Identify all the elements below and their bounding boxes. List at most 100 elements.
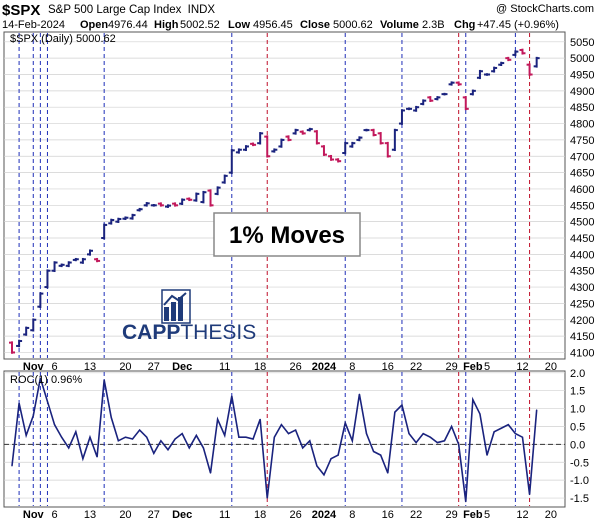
roc-point xyxy=(408,433,410,435)
roc-point xyxy=(493,431,495,433)
ohlc-bar xyxy=(533,56,540,68)
ohlc-bar xyxy=(491,66,498,73)
ohlc-bar xyxy=(342,141,349,155)
roc-x-tick-label: Nov xyxy=(23,509,45,521)
roc-point xyxy=(110,416,112,419)
price-x-tick-label: 27 xyxy=(148,361,160,373)
price-legend-text: $SPX (Daily) 5000.62 xyxy=(10,33,116,45)
roc-tick-label: 2.0 xyxy=(570,368,585,380)
ohlc-bar xyxy=(398,109,405,125)
ohlc-bar xyxy=(214,186,221,196)
roc-point xyxy=(387,472,389,474)
ohlc-bar xyxy=(505,56,512,62)
price-tick-label: 4950 xyxy=(570,70,594,82)
roc-point xyxy=(82,458,84,460)
annotation-box: 1% Moves xyxy=(213,212,361,257)
roc-point xyxy=(500,427,502,429)
capp-thesis-logo: CAPPTHESIS xyxy=(122,289,256,344)
price-legend: $SPX (Daily) 5000.62 xyxy=(10,33,116,45)
roc-x-tick-label: Feb xyxy=(463,509,483,521)
price-x-tick-label: 5 xyxy=(484,361,490,373)
ohlc-bar xyxy=(72,257,79,262)
quote-date: 14-Feb-2024 xyxy=(2,19,65,31)
ohlc-bar xyxy=(65,261,72,268)
move-markers-top xyxy=(18,33,531,358)
roc-point xyxy=(465,501,467,503)
ohlc-bar xyxy=(94,257,101,263)
ohlc-bar xyxy=(264,135,271,158)
roc-point xyxy=(75,431,77,433)
ohlc-bar xyxy=(335,158,342,163)
ohlc-bar xyxy=(271,148,278,153)
watermark: @ StockCharts.com xyxy=(496,3,594,15)
ohlc-bar xyxy=(526,63,533,76)
roc-point xyxy=(330,458,332,460)
roc-point xyxy=(96,456,98,458)
price-x-tick-label: Feb xyxy=(463,361,483,373)
roc-point xyxy=(401,404,403,406)
ohlc-bar xyxy=(462,96,469,111)
roc-x-tick-label: 18 xyxy=(254,509,266,521)
roc-point xyxy=(238,436,240,438)
ohlc-bar xyxy=(476,69,483,80)
ohlc-bar xyxy=(384,141,391,158)
roc-point xyxy=(153,452,155,454)
price-tick-label: 5050 xyxy=(570,37,594,49)
ohlc-bar xyxy=(200,190,207,204)
logo-text-light: THESIS xyxy=(180,321,256,344)
annotation-text: 1% Moves xyxy=(229,222,345,249)
price-tick-label: 4100 xyxy=(570,347,594,359)
exchange-code: INDX xyxy=(188,4,216,16)
ohlc-bar xyxy=(86,249,93,256)
ohlc-series xyxy=(9,48,540,354)
index-full-name: S&P 500 Large Cap Index xyxy=(48,4,182,16)
roc-point xyxy=(146,436,148,438)
price-tick-label: 4900 xyxy=(570,86,594,98)
price-tick-label: 4150 xyxy=(570,331,594,343)
ohlc-bar xyxy=(306,127,313,132)
roc-x-tick-label: 20 xyxy=(545,509,557,521)
ohlc-bar xyxy=(115,217,122,223)
roc-point xyxy=(259,418,261,420)
roc-point xyxy=(103,379,105,381)
ohlc-bar xyxy=(313,130,320,145)
price-x-tick-label: 22 xyxy=(410,361,422,373)
ohlc-bar xyxy=(44,269,51,289)
ohlc-bar xyxy=(51,261,58,273)
ohlc-bar xyxy=(30,318,37,332)
ohlc-bar xyxy=(484,73,491,76)
roc-tick-label: -1.5 xyxy=(570,493,589,505)
price-x-tick-label: Nov xyxy=(23,361,45,373)
price-x-tick-label: 8 xyxy=(349,361,355,373)
ohlc-bar xyxy=(108,218,115,225)
roc-point xyxy=(231,395,233,397)
roc-x-tick-label: 2024 xyxy=(312,509,337,521)
ohlc-bar xyxy=(448,81,455,86)
roc-point xyxy=(224,434,226,437)
roc-point xyxy=(365,433,368,435)
price-tick-label: 4300 xyxy=(570,282,594,294)
roc-point xyxy=(521,436,524,438)
price-panel xyxy=(3,31,566,360)
ohlc-bar xyxy=(427,96,434,102)
ohlc-bar xyxy=(242,145,249,152)
ohlc-bar xyxy=(406,107,413,111)
volume-value: 2.3B xyxy=(422,19,445,31)
roc-point xyxy=(351,440,353,442)
price-x-tick-label: 20 xyxy=(119,361,131,373)
roc-tick-label: 0.0 xyxy=(570,439,585,451)
price-x-tick-label: 29 xyxy=(445,361,457,373)
ohlc-bar xyxy=(129,213,136,220)
ohlc-bar xyxy=(320,145,327,156)
roc-axis: -1.5 -1.0 -0.5 0.0 0.5 1.0 1.5 2.0 xyxy=(570,368,589,505)
roc-point xyxy=(429,436,431,438)
roc-point xyxy=(486,454,488,456)
low-value: 4956.45 xyxy=(253,19,293,31)
roc-point xyxy=(174,438,176,440)
roc-x-tick-label: 16 xyxy=(382,509,394,521)
roc-point xyxy=(472,399,474,401)
ohlc-bar xyxy=(377,132,384,145)
roc-point xyxy=(295,429,297,431)
ohlc-bar xyxy=(292,128,299,135)
price-grid xyxy=(4,41,565,353)
